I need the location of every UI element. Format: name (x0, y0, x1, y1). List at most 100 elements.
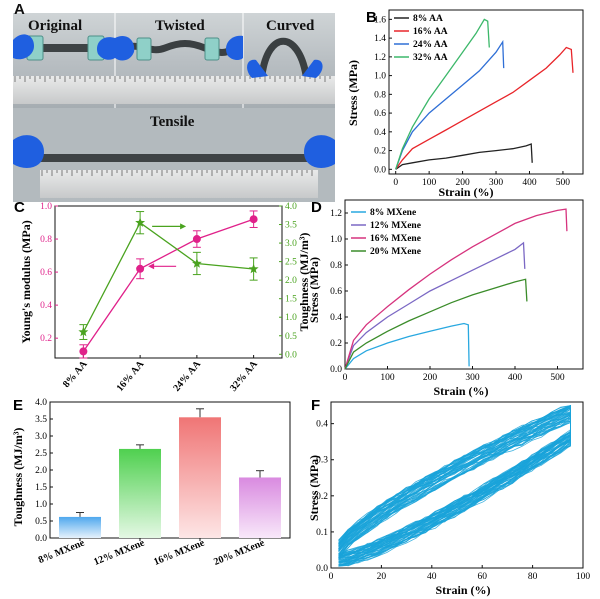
ruler-top-ticks (14, 76, 331, 82)
panel-f-chart: F Strain (%) Stress (MPa) 0 20 40 60 80 100 0.… (307, 397, 590, 597)
panel-b-chart: B Strain (%) Stress (MPa) 0 100 200 300 400 5… (346, 9, 584, 199)
curved-strip (258, 37, 310, 76)
panel-e-y-title: Toughness (MJ/m³) (11, 428, 25, 527)
y2-tick-label: 1.0 (285, 313, 297, 323)
panel-c-y2-title: Toughness (MJ/m³) (297, 233, 311, 332)
panel-a-photos: A Original Twisted Curved Tensile (13, 1, 335, 202)
bar (119, 448, 161, 538)
bar (59, 516, 101, 538)
legend-label: 12% MXene (370, 221, 421, 231)
legend-label: 20% MXene (370, 247, 421, 257)
panel-a-letter: A (14, 1, 25, 18)
series-line (395, 18, 490, 170)
y-tick-label: 2.5 (35, 449, 47, 459)
x-tick-label: 60 (477, 572, 487, 582)
x-category-label: 8% AA (61, 358, 90, 390)
x-category-label: 24% AA (171, 358, 203, 394)
panel-d-chart: D Strain (%) Stress (MPa) 0 100 200 300 400 5… (307, 199, 584, 398)
y2-tick-label: 2.5 (285, 258, 297, 268)
x-tick-label: 300 (465, 373, 480, 383)
y-tick-label: 0.0 (35, 534, 47, 544)
x-tick-label: 400 (508, 373, 523, 383)
label-tensile: Tensile (150, 114, 195, 130)
y-tick-label: 1.5 (35, 483, 47, 493)
label-curved: Curved (266, 18, 315, 34)
x-tick-label: 0 (329, 572, 334, 582)
legend-label: 8% MXene (370, 208, 416, 218)
y-tick-label: 0.5 (35, 517, 47, 527)
legend-label: 16% AA (413, 27, 448, 37)
x-tick-label: 0 (343, 373, 348, 383)
y-tick-label: 0.2 (330, 339, 342, 349)
series-line (82, 221, 254, 333)
legend-label: 8% AA (413, 14, 443, 24)
y-tick-label: 0.3 (316, 456, 328, 466)
y-tick-label: 0.0 (330, 365, 342, 375)
x-tick-label: 100 (422, 178, 437, 188)
tensile-strip (38, 154, 330, 162)
ruler-bottom (40, 170, 318, 198)
hysteresis-loop (338, 404, 571, 555)
panel-c-chart: C Young's modulus (MPa) Toughness (MJ/m³… (14, 199, 311, 394)
y2-tick-label: 0.0 (285, 350, 297, 360)
legend-label: 16% MXene (370, 234, 421, 244)
glove (96, 37, 115, 60)
clip (136, 37, 152, 61)
panel-b-y-title: Stress (MPa) (346, 60, 360, 126)
panel-e-chart: E Toughness (MJ/m³) 0.0 0.5 1.0 1.5 2.0 2.5 3.… (11, 397, 291, 568)
glove (225, 35, 243, 60)
y-tick-label: 2.0 (35, 466, 47, 476)
y-tick-label: 0.2 (316, 492, 328, 502)
y-tick-label: 1.0 (40, 202, 52, 212)
data-point (249, 215, 258, 224)
plot-frame (344, 199, 584, 370)
x-tick-label: 200 (455, 178, 470, 188)
y2-tick-label: 1.5 (285, 295, 297, 305)
y-tick-label: 0.8 (374, 90, 386, 100)
y-tick-label: 0.4 (40, 301, 52, 311)
label-original: Original (28, 18, 82, 34)
x-category-label: 16% AA (115, 358, 147, 394)
axis-arrow-head (148, 263, 155, 270)
y-tick-label: 0.4 (374, 128, 386, 138)
y-tick-label: 0.2 (40, 334, 52, 344)
glove (13, 34, 34, 60)
panel-f-letter: F (311, 397, 320, 414)
panel-d-letter: D (311, 199, 322, 216)
y-tick-label: 0.6 (40, 268, 52, 278)
hysteresis-loop (338, 405, 571, 554)
data-point (78, 326, 89, 337)
panel-f-x-title: Strain (%) (436, 583, 491, 597)
y2-tick-label: 0.5 (285, 332, 297, 342)
y-tick-label: 0.2 (374, 147, 386, 157)
x-tick-label: 100 (576, 572, 591, 582)
y-tick-label: 0.0 (374, 165, 386, 175)
plot-frame (330, 401, 584, 569)
data-point (248, 263, 259, 274)
x-tick-label: 20 (377, 572, 387, 582)
panel-e-letter: E (13, 397, 23, 414)
x-tick-label: 500 (556, 178, 571, 188)
y-tick-label: 1.0 (330, 235, 342, 245)
data-point (191, 258, 202, 268)
bar (179, 417, 221, 538)
series-line (344, 241, 526, 370)
y-tick-label: 1.2 (330, 209, 342, 219)
y-tick-label: 0.6 (330, 287, 342, 297)
x-tick-label: 400 (522, 178, 537, 188)
y2-tick-label: 2.0 (285, 276, 297, 286)
y2-tick-label: 4.0 (285, 202, 297, 212)
legend-label: 24% AA (413, 40, 448, 50)
series-line (344, 208, 568, 370)
legend-label: 32% AA (413, 53, 448, 63)
y-tick-label: 0.8 (330, 261, 342, 271)
glove (13, 135, 44, 168)
panel-d-y-title: Stress (MPa) (307, 257, 321, 323)
series-line (395, 143, 533, 170)
ruler-bottom-ticks (41, 170, 313, 176)
plot-frame (388, 9, 584, 175)
panel-d-x-title: Strain (%) (434, 384, 489, 398)
hysteresis-loop (338, 422, 571, 567)
x-tick-label: 40 (427, 572, 437, 582)
